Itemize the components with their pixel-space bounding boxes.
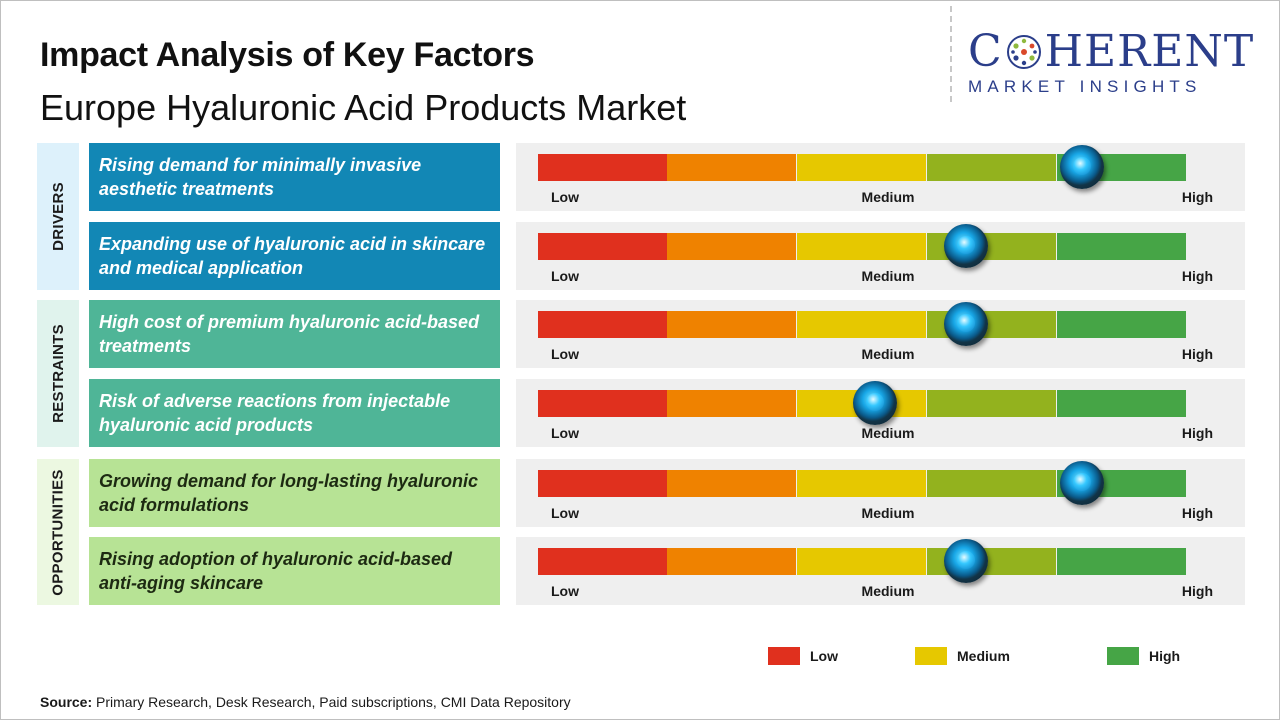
source-note: Source: Primary Research, Desk Research,…	[40, 694, 571, 710]
gauge-segment	[667, 311, 796, 338]
gauge-segment	[538, 390, 667, 417]
impact-gauge: Low Medium High	[516, 222, 1245, 290]
gauge-label-low: Low	[551, 505, 579, 521]
legend-swatch-medium	[915, 647, 947, 665]
legend-label-high: High	[1149, 648, 1181, 664]
category-label-text: OPPORTUNITIES	[49, 468, 67, 596]
factor-text: Growing demand for long-lasting hyaluron…	[99, 471, 479, 515]
source-label: Source:	[40, 694, 93, 710]
gauge-segment	[927, 390, 1056, 417]
legend-item-medium: Medium	[915, 647, 1010, 665]
factor-text: Rising adoption of hyaluronic acid-based…	[99, 549, 453, 593]
globe-icon	[1006, 35, 1041, 69]
gauge-label-high: High	[1181, 346, 1213, 362]
legend-label-low: Low	[810, 648, 838, 664]
impact-indicator-knob	[1060, 145, 1105, 189]
gauge-label-high: High	[1181, 583, 1213, 599]
impact-indicator-knob	[852, 381, 897, 425]
legend-item-low: Low	[768, 647, 838, 665]
factor-box-drivers: Rising demand for minimally invasive aes…	[89, 143, 500, 211]
gauge-segment	[538, 233, 667, 260]
gauge-segment	[1057, 548, 1186, 575]
gauge-label-medium: Medium	[861, 189, 915, 205]
factor-box-restraints: High cost of premium hyaluronic acid-bas…	[89, 300, 500, 368]
factor-text: Risk of adverse reactions from injectabl…	[99, 391, 451, 435]
gauge-label-medium: Medium	[861, 346, 915, 362]
gauge-label-low: Low	[551, 189, 579, 205]
logo-brand-left: C	[968, 26, 1003, 77]
legend-label-medium: Medium	[957, 648, 1010, 664]
gauge-segment	[927, 154, 1056, 181]
impact-gauge: Low Medium High	[516, 459, 1245, 527]
gauge-segment	[797, 154, 926, 181]
gauge-label-medium: Medium	[861, 268, 915, 284]
factor-text: High cost of premium hyaluronic acid-bas…	[99, 312, 480, 356]
gauge-segment	[538, 548, 667, 575]
category-label-text: RESTRAINTS	[49, 324, 67, 423]
company-logo: C HERENT MARKET INSIGHTS	[968, 30, 1264, 97]
gauge-segment	[667, 233, 796, 260]
logo-brand-right: HERENT	[1044, 26, 1255, 77]
source-text: Primary Research, Desk Research, Paid su…	[96, 694, 571, 710]
gauge-segment	[538, 470, 667, 497]
gauge-segment	[797, 233, 926, 260]
gauge-label-low: Low	[551, 346, 579, 362]
gauge-label-medium: Medium	[861, 583, 915, 599]
chart-title: Impact Analysis of Key Factors	[40, 36, 535, 74]
gauge-segment	[667, 548, 796, 575]
gauge-segment	[797, 311, 926, 338]
gauge-segment	[667, 154, 796, 181]
gauge-label-medium: Medium	[861, 505, 915, 521]
impact-indicator-knob	[943, 224, 988, 268]
gauge-segment	[667, 470, 796, 497]
factor-text: Expanding use of hyaluronic acid in skin…	[99, 234, 486, 278]
gauge-segment	[1057, 233, 1186, 260]
legend-item-high: High	[1107, 647, 1180, 665]
impact-gauge: Low Medium High	[516, 143, 1245, 211]
chart-subtitle: Europe Hyaluronic Acid Products Market	[40, 87, 687, 128]
gauge-label-high: High	[1181, 425, 1213, 441]
impact-indicator-knob	[943, 302, 988, 346]
impact-gauge: Low Medium High	[516, 379, 1245, 447]
gauge-segment	[538, 311, 667, 338]
legend-swatch-low	[768, 647, 800, 665]
gauge-segment	[927, 470, 1056, 497]
gauge-segment	[667, 390, 796, 417]
gauge-label-medium: Medium	[861, 425, 915, 441]
gauge-segment	[1057, 311, 1186, 338]
category-label-restraints: RESTRAINTS	[37, 300, 79, 447]
factor-box-opportunities: Rising adoption of hyaluronic acid-based…	[89, 537, 500, 605]
gauge-label-low: Low	[551, 268, 579, 284]
gauge-label-high: High	[1181, 505, 1213, 521]
gauge-label-low: Low	[551, 425, 579, 441]
factor-box-opportunities: Growing demand for long-lasting hyaluron…	[89, 459, 500, 527]
gauge-label-low: Low	[551, 583, 579, 599]
gauge-segment	[1057, 390, 1186, 417]
legend-swatch-high	[1107, 647, 1139, 665]
impact-gauge: Low Medium High	[516, 537, 1245, 605]
factor-text: Rising demand for minimally invasive aes…	[99, 155, 422, 199]
gauge-segment	[797, 470, 926, 497]
impact-indicator-knob	[1060, 461, 1105, 505]
gauge-label-high: High	[1181, 189, 1213, 205]
category-label-text: DRIVERS	[49, 182, 67, 251]
category-label-opportunities: OPPORTUNITIES	[37, 459, 79, 605]
gauge-label-high: High	[1181, 268, 1213, 284]
gauge-segment	[538, 154, 667, 181]
impact-gauge: Low Medium High	[516, 300, 1245, 368]
impact-indicator-knob	[943, 539, 988, 583]
logo-tagline: MARKET INSIGHTS	[968, 77, 1202, 96]
logo-divider	[950, 6, 952, 102]
gauge-segment	[797, 548, 926, 575]
factor-box-restraints: Risk of adverse reactions from injectabl…	[89, 379, 500, 447]
factor-box-drivers: Expanding use of hyaluronic acid in skin…	[89, 222, 500, 290]
category-label-drivers: DRIVERS	[37, 143, 79, 290]
